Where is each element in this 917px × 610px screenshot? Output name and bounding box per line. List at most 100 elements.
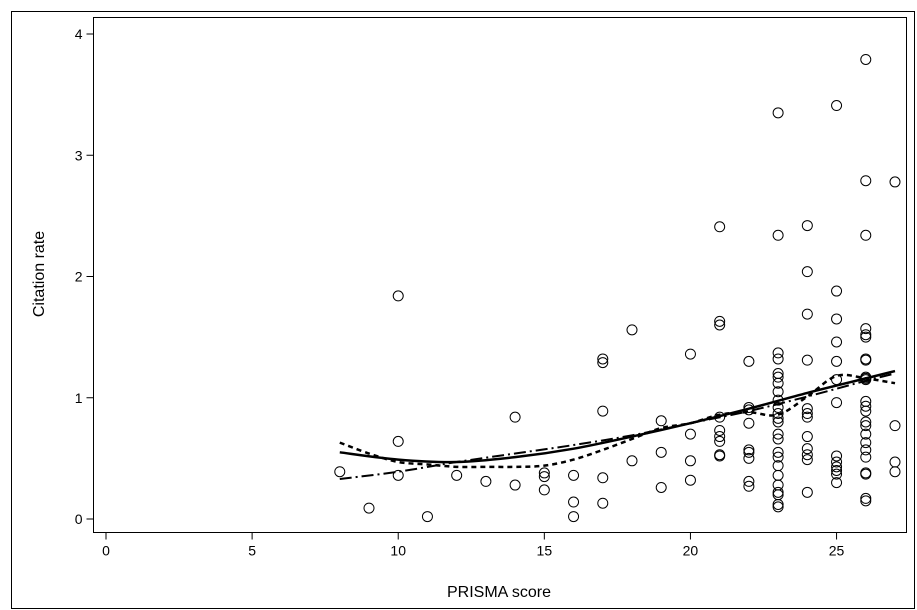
data-point bbox=[714, 221, 726, 233]
data-point bbox=[684, 348, 696, 360]
data-point bbox=[801, 308, 813, 320]
data-point bbox=[772, 371, 784, 383]
data-point bbox=[714, 411, 726, 423]
data-point bbox=[801, 443, 813, 455]
data-point bbox=[772, 347, 784, 359]
outer-frame bbox=[11, 11, 915, 609]
data-point bbox=[772, 451, 784, 463]
data-point bbox=[860, 354, 872, 366]
x-tick-label: 15 bbox=[537, 543, 553, 559]
data-point bbox=[831, 456, 843, 468]
data-point bbox=[860, 53, 872, 65]
data-point bbox=[597, 353, 609, 365]
data-point bbox=[743, 480, 755, 492]
data-point bbox=[772, 469, 784, 481]
data-point bbox=[860, 400, 872, 412]
x-axis-title: PRISMA score bbox=[447, 584, 551, 601]
data-point bbox=[772, 416, 784, 428]
data-point bbox=[597, 472, 609, 484]
data-point bbox=[509, 411, 521, 423]
data-point bbox=[772, 489, 784, 501]
data-point bbox=[538, 471, 550, 483]
data-point bbox=[714, 319, 726, 331]
data-point bbox=[860, 229, 872, 241]
data-point bbox=[772, 353, 784, 365]
x-tick-label: 0 bbox=[102, 543, 110, 559]
data-point bbox=[772, 229, 784, 241]
data-point bbox=[860, 420, 872, 432]
data-point bbox=[801, 408, 813, 420]
data-point bbox=[831, 468, 843, 480]
fit-line-solid bbox=[339, 369, 896, 464]
data-point bbox=[801, 266, 813, 278]
data-point bbox=[831, 465, 843, 476]
data-point bbox=[626, 324, 638, 336]
data-point bbox=[801, 403, 813, 415]
data-point bbox=[831, 477, 843, 489]
data-point bbox=[743, 452, 755, 464]
y-axis: 0 1 2 3 4 bbox=[75, 26, 94, 527]
data-point bbox=[772, 408, 784, 420]
data-point bbox=[772, 377, 784, 389]
data-point bbox=[334, 466, 346, 478]
data-point bbox=[889, 456, 901, 468]
data-point bbox=[743, 355, 755, 367]
data-point bbox=[509, 479, 521, 491]
data-point bbox=[860, 329, 872, 341]
data-point bbox=[480, 475, 492, 487]
data-point bbox=[860, 468, 872, 480]
data-point bbox=[860, 374, 872, 386]
data-point bbox=[714, 315, 726, 327]
plot-area bbox=[93, 17, 907, 533]
data-point bbox=[831, 450, 843, 462]
data-point bbox=[772, 394, 784, 406]
data-point bbox=[801, 431, 813, 443]
y-tick-label: 1 bbox=[75, 390, 83, 406]
data-point bbox=[860, 437, 872, 449]
x-tick-label: 20 bbox=[683, 543, 699, 559]
data-points bbox=[334, 53, 901, 523]
data-point bbox=[772, 486, 784, 498]
data-point bbox=[538, 467, 550, 479]
data-point bbox=[889, 420, 901, 432]
data-point bbox=[743, 417, 755, 429]
data-point bbox=[860, 331, 872, 343]
data-point bbox=[889, 466, 901, 478]
data-point bbox=[860, 323, 872, 335]
data-point bbox=[568, 496, 580, 508]
data-point bbox=[772, 401, 784, 413]
data-point bbox=[772, 107, 784, 119]
x-tick-label: 5 bbox=[248, 543, 256, 559]
data-point bbox=[363, 502, 375, 514]
data-point bbox=[714, 450, 726, 462]
data-point bbox=[684, 455, 696, 467]
data-point bbox=[831, 374, 843, 386]
data-point bbox=[801, 486, 813, 498]
data-point bbox=[772, 412, 784, 424]
data-point bbox=[684, 474, 696, 486]
data-point bbox=[801, 411, 813, 423]
data-point bbox=[597, 405, 609, 417]
data-point bbox=[860, 444, 872, 456]
data-point bbox=[801, 220, 813, 232]
data-point bbox=[655, 481, 667, 493]
data-point bbox=[801, 454, 813, 466]
y-tick-label: 4 bbox=[75, 26, 83, 42]
x-tick-label: 10 bbox=[390, 543, 406, 559]
data-point bbox=[772, 433, 784, 445]
data-point bbox=[860, 451, 872, 463]
fit-line-dash bbox=[339, 373, 896, 469]
y-tick-label: 3 bbox=[75, 147, 83, 163]
data-point bbox=[831, 100, 843, 112]
data-point bbox=[889, 176, 901, 188]
data-point bbox=[743, 475, 755, 487]
data-point bbox=[831, 355, 843, 367]
y-tick-label: 0 bbox=[75, 511, 83, 527]
data-point bbox=[772, 501, 784, 513]
data-point bbox=[421, 511, 433, 523]
data-point bbox=[860, 405, 872, 417]
data-point bbox=[772, 446, 784, 458]
data-point bbox=[772, 428, 784, 440]
data-point bbox=[597, 357, 609, 369]
data-point bbox=[451, 469, 463, 481]
